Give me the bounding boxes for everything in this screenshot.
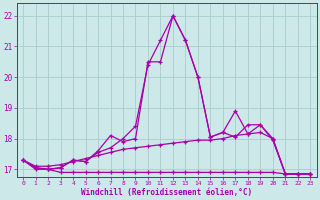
X-axis label: Windchill (Refroidissement éolien,°C): Windchill (Refroidissement éolien,°C) (81, 188, 252, 197)
